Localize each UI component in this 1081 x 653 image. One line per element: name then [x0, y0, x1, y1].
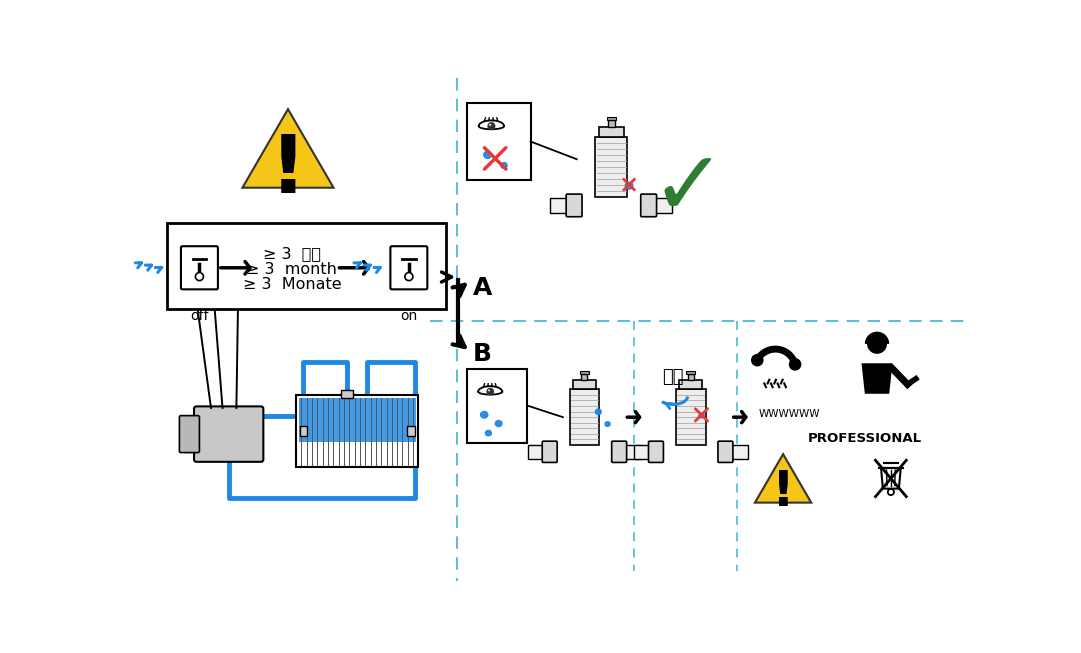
Bar: [679, 380, 702, 389]
Text: WWWWWW: WWWWWW: [759, 409, 820, 419]
Circle shape: [405, 272, 413, 281]
FancyBboxPatch shape: [543, 441, 557, 462]
Polygon shape: [755, 454, 811, 503]
Bar: [649, 198, 672, 213]
Bar: [573, 380, 596, 389]
Circle shape: [867, 334, 888, 354]
FancyBboxPatch shape: [641, 194, 656, 217]
Bar: [609, 120, 615, 127]
Text: ≥ 3  Monate: ≥ 3 Monate: [242, 278, 342, 293]
Bar: [599, 127, 624, 137]
FancyBboxPatch shape: [179, 415, 199, 453]
FancyBboxPatch shape: [168, 223, 445, 310]
Bar: [342, 390, 352, 398]
Bar: [528, 445, 550, 459]
Text: !: !: [269, 132, 306, 210]
Bar: [467, 103, 531, 180]
FancyBboxPatch shape: [649, 441, 664, 462]
Text: ✓: ✓: [651, 146, 726, 234]
FancyBboxPatch shape: [390, 246, 427, 289]
Bar: [408, 426, 415, 436]
Bar: [298, 398, 416, 442]
Polygon shape: [242, 109, 334, 187]
FancyBboxPatch shape: [566, 194, 582, 217]
Polygon shape: [625, 182, 632, 189]
Circle shape: [789, 358, 801, 371]
Bar: [606, 117, 616, 120]
Bar: [686, 371, 695, 374]
Bar: [550, 198, 574, 213]
Polygon shape: [862, 363, 893, 394]
Bar: [467, 370, 528, 443]
Bar: [619, 445, 641, 459]
FancyBboxPatch shape: [193, 406, 264, 462]
Text: ≥ 3  month: ≥ 3 month: [246, 262, 337, 277]
Bar: [580, 371, 589, 374]
Bar: [596, 137, 627, 197]
Text: A: A: [472, 276, 492, 300]
Circle shape: [196, 272, 203, 281]
Text: 拧紧: 拧紧: [663, 368, 683, 386]
Bar: [299, 426, 307, 436]
Bar: [582, 374, 587, 380]
Text: !: !: [772, 468, 795, 517]
Circle shape: [486, 388, 494, 396]
Circle shape: [489, 124, 491, 126]
Text: on: on: [400, 309, 417, 323]
Wedge shape: [865, 332, 890, 344]
Text: PROFESSIONAL: PROFESSIONAL: [808, 432, 922, 445]
Polygon shape: [485, 430, 492, 436]
Circle shape: [488, 389, 490, 391]
Bar: [296, 395, 418, 467]
Bar: [570, 389, 599, 445]
FancyBboxPatch shape: [612, 441, 627, 462]
Polygon shape: [605, 422, 610, 426]
Circle shape: [488, 122, 495, 130]
Bar: [633, 445, 656, 459]
Text: B: B: [472, 342, 492, 366]
Polygon shape: [596, 409, 601, 415]
Bar: [688, 374, 694, 380]
FancyBboxPatch shape: [181, 246, 218, 289]
Polygon shape: [501, 163, 507, 168]
Polygon shape: [481, 411, 488, 418]
Polygon shape: [484, 151, 492, 158]
Circle shape: [751, 354, 763, 366]
FancyBboxPatch shape: [718, 441, 733, 462]
Text: ≥ 3  个月: ≥ 3 个月: [263, 246, 321, 261]
Bar: [676, 389, 706, 445]
Bar: [725, 445, 748, 459]
Polygon shape: [495, 421, 502, 426]
Text: off: off: [190, 309, 209, 323]
Polygon shape: [699, 413, 704, 418]
